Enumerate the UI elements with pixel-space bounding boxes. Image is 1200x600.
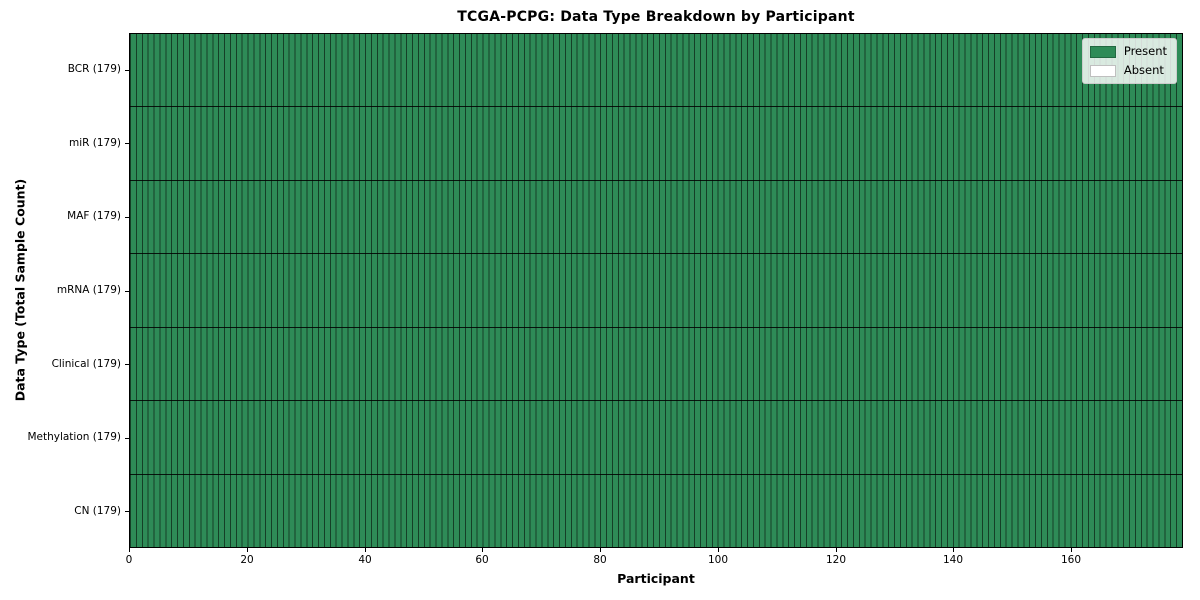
- x-tick-label: 80: [593, 554, 607, 566]
- y-tick-label: Clinical (179): [51, 358, 121, 370]
- y-tick-label: CN (179): [74, 505, 121, 517]
- x-tick-label: 20: [240, 554, 254, 566]
- heatmap-row: [130, 107, 1182, 181]
- x-tick-mark: [953, 548, 954, 552]
- heatmap-row: [130, 254, 1182, 328]
- y-tick-mark: [125, 364, 129, 365]
- heatmap-row: [130, 474, 1182, 547]
- legend-item: Present: [1089, 44, 1167, 58]
- legend-label: Absent: [1123, 63, 1164, 77]
- x-axis-label: Participant: [617, 571, 695, 586]
- y-tick-label: Methylation (179): [27, 431, 121, 443]
- heatmap-row: [130, 401, 1182, 475]
- legend-swatch-present: [1089, 45, 1116, 58]
- y-tick-mark: [125, 438, 129, 439]
- x-tick-label: 140: [942, 554, 964, 566]
- x-tick-mark: [718, 548, 719, 552]
- x-tick-mark: [365, 548, 366, 552]
- chart-title: TCGA-PCPG: Data Type Breakdown by Partic…: [457, 9, 855, 25]
- y-tick-label: MAF (179): [67, 210, 121, 222]
- y-tick-mark: [125, 143, 129, 144]
- x-tick-label: 0: [125, 554, 133, 566]
- y-tick-label: miR (179): [68, 137, 121, 149]
- heatmap-row: [130, 327, 1182, 402]
- legend-swatch-absent: [1089, 64, 1116, 77]
- x-tick-label: 40: [358, 554, 372, 566]
- x-tick-mark: [129, 548, 130, 552]
- legend-item: Absent: [1089, 63, 1167, 77]
- y-tick-mark: [125, 217, 129, 218]
- heatmap-plot: [129, 33, 1183, 548]
- y-tick-mark: [125, 291, 129, 292]
- x-tick-mark: [600, 548, 601, 552]
- y-tick-mark: [125, 511, 129, 512]
- y-tick-label: BCR (179): [67, 63, 121, 75]
- heatmap-row: [130, 34, 1182, 108]
- x-tick-label: 60: [475, 554, 489, 566]
- x-tick-label: 100: [707, 554, 729, 566]
- y-tick-label: mRNA (179): [56, 284, 121, 296]
- legend-label: Present: [1123, 44, 1167, 58]
- legend: Present Absent: [1081, 38, 1177, 84]
- x-tick-label: 160: [1060, 554, 1082, 566]
- x-tick-mark: [482, 548, 483, 552]
- x-tick-label: 120: [825, 554, 847, 566]
- x-tick-mark: [1071, 548, 1072, 552]
- heatmap-row: [130, 180, 1182, 255]
- x-tick-mark: [247, 548, 248, 552]
- y-tick-mark: [125, 70, 129, 71]
- x-tick-mark: [836, 548, 837, 552]
